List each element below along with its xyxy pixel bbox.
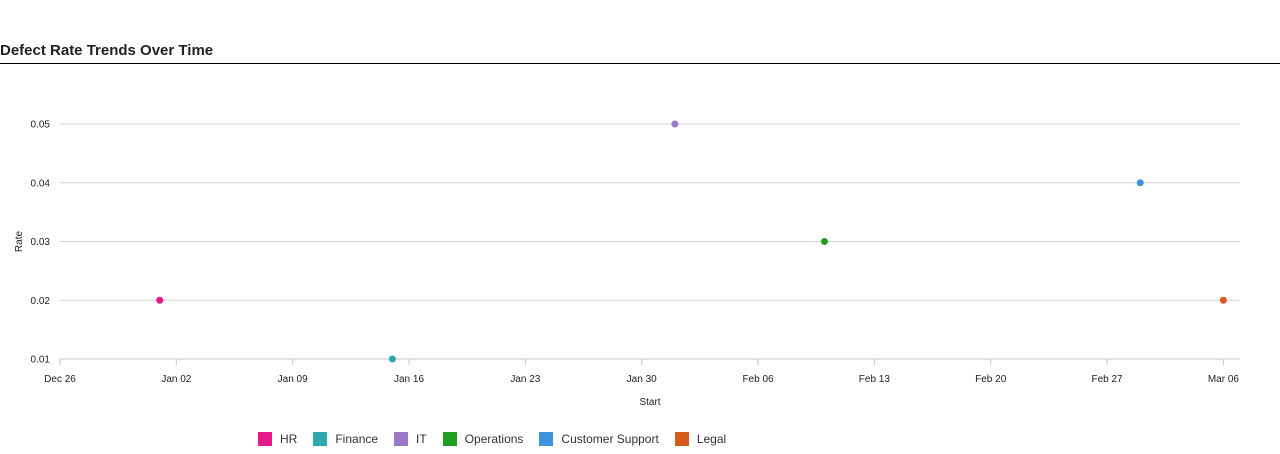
data-point-hr[interactable] <box>156 296 164 304</box>
legend-item-operations[interactable]: Operations <box>442 432 524 446</box>
chart-title: Defect Rate Trends Over Time <box>0 42 214 59</box>
x-tick-label: Mar 06 <box>1208 374 1240 385</box>
gridlines <box>60 123 1240 360</box>
data-points <box>156 120 1227 363</box>
x-tick-label: Jan 30 <box>627 374 657 385</box>
data-point-it[interactable] <box>671 120 679 128</box>
legend-swatch <box>674 432 689 446</box>
legend-swatch <box>313 432 328 446</box>
legend-item-finance[interactable]: Finance <box>313 432 378 446</box>
legend-swatch <box>539 432 554 446</box>
legend-item-hr[interactable]: HR <box>258 432 297 446</box>
y-tick-label: 0.04 <box>31 178 51 189</box>
legend-item-legal[interactable]: Legal <box>674 432 727 446</box>
y-tick-label: 0.01 <box>31 355 51 366</box>
legend-label: Finance <box>335 432 379 446</box>
axes: 0.01 0.02 0.03 0.04 0.05 Dec 26 Jan 02 Jan 09 Ja… <box>31 120 1240 385</box>
x-tick-label: Feb 27 <box>1091 374 1123 385</box>
scatter-chart: 0.01 0.02 0.03 0.04 0.05 Dec 26 Jan 02 Jan 09 Ja… <box>14 120 1240 408</box>
x-tick-label: Jan 16 <box>394 374 424 385</box>
legend-swatch <box>258 432 272 446</box>
title-divider <box>0 63 1280 64</box>
legend-label: IT <box>416 432 427 446</box>
x-tick-label: Jan 23 <box>510 374 540 385</box>
data-point-legal[interactable] <box>1219 296 1227 304</box>
x-tick-label: Feb 06 <box>742 374 774 385</box>
x-tick-label: Dec 26 <box>44 374 76 385</box>
y-axis-title: Rate <box>14 231 25 253</box>
x-tick-label: Feb 13 <box>859 374 891 385</box>
legend-item-it[interactable]: IT <box>394 432 427 446</box>
x-tick-label: Feb 20 <box>975 374 1007 385</box>
legend-swatch <box>394 432 409 446</box>
legend-item-customer-support[interactable]: Customer Support <box>539 432 659 446</box>
y-tick-label: 0.05 <box>31 120 51 131</box>
x-axis-title: Start <box>639 397 660 408</box>
data-point-operations[interactable] <box>821 238 829 245</box>
legend-label: Legal <box>696 432 727 446</box>
legend-label: HR <box>280 432 298 446</box>
legend-label: Customer Support <box>561 432 659 446</box>
x-tick-label: Jan 02 <box>161 374 191 385</box>
legend-label: Operations <box>464 432 524 446</box>
y-tick-label: 0.02 <box>31 296 51 307</box>
data-point-customer-support[interactable] <box>1136 179 1144 187</box>
y-tick-label: 0.03 <box>31 237 51 248</box>
x-tick-label: Jan 09 <box>278 374 308 385</box>
legend: HR Finance IT Operations Customer Support Leg… <box>258 430 742 448</box>
legend-swatch <box>442 432 457 446</box>
data-point-finance[interactable] <box>388 355 396 363</box>
